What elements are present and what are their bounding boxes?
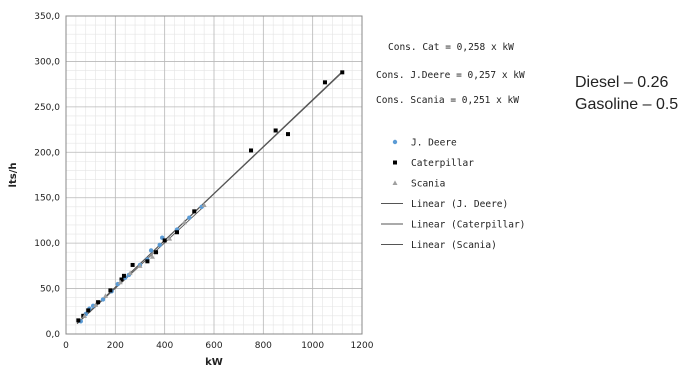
legend-marker (393, 160, 397, 165)
data-point (157, 242, 162, 248)
trend-equation: Cons. Scania = 0,251 x kW (376, 95, 519, 106)
x-tick-label: 600 (205, 341, 222, 351)
data-point (273, 128, 278, 133)
x-tick-label: 200 (107, 341, 124, 351)
data-point (130, 262, 135, 267)
legend-label: Caterpillar (411, 158, 474, 169)
data-point (249, 148, 253, 153)
x-tick-label: 1200 (351, 341, 374, 351)
trend-equation: Cons. Cat = 0,258 x kW (388, 42, 514, 53)
data-point (145, 259, 150, 264)
y-tick-label: 200,0 (34, 148, 60, 158)
plot-area (65, 15, 363, 335)
y-tick-label: 250,0 (34, 103, 60, 113)
legend-label: Linear (Scania) (411, 240, 497, 251)
data-point (154, 250, 159, 255)
legend-label: Linear (Caterpillar) (411, 220, 525, 231)
data-point (175, 230, 179, 235)
data-point (149, 254, 155, 259)
legend-label: J. Deere (411, 138, 457, 149)
data-point (76, 318, 81, 323)
data-point (167, 236, 173, 241)
legend-label: Scania (411, 179, 445, 190)
data-point (82, 313, 87, 318)
data-point (192, 209, 197, 214)
data-point (96, 300, 101, 305)
data-point (100, 297, 106, 302)
data-point (108, 288, 113, 293)
x-tick-label: 800 (255, 341, 272, 351)
data-point (286, 132, 290, 137)
y-tick-label: 300,0 (34, 57, 60, 67)
x-axis-title: kW (205, 357, 223, 368)
y-tick-label: 50,0 (40, 285, 60, 295)
data-point (340, 70, 345, 75)
x-tick-label: 400 (156, 341, 173, 351)
data-point (187, 215, 192, 220)
data-point (323, 80, 327, 85)
data-point (127, 270, 133, 276)
legend-label: Linear (J. Deere) (411, 199, 508, 210)
data-point (181, 219, 187, 225)
data-point (86, 308, 91, 313)
data-point (90, 303, 96, 309)
diesel-note: Diesel – 0.26 (575, 74, 669, 91)
data-point (102, 293, 108, 298)
legend-marker (392, 180, 398, 185)
data-point (93, 302, 99, 307)
x-tick-label: 0 (63, 341, 69, 351)
trend-equation: Cons. J.Deere = 0,257 x kW (376, 70, 525, 81)
y-axis-title: lts/h (8, 163, 19, 188)
y-tick-label: 150,0 (34, 194, 60, 204)
data-point (117, 279, 123, 285)
data-point (162, 238, 167, 243)
data-point (137, 263, 143, 268)
data-point (121, 273, 126, 278)
data-point (119, 277, 124, 282)
data-point (148, 248, 154, 253)
y-tick-label: 350,0 (34, 12, 60, 22)
y-tick-label: 100,0 (34, 239, 60, 249)
legend-marker (392, 139, 398, 145)
x-tick-label: 1000 (301, 341, 324, 351)
y-tick-label: 0,0 (46, 330, 61, 340)
data-point (201, 202, 207, 207)
gasoline-note: Gasoline – 0.5 (575, 96, 679, 113)
